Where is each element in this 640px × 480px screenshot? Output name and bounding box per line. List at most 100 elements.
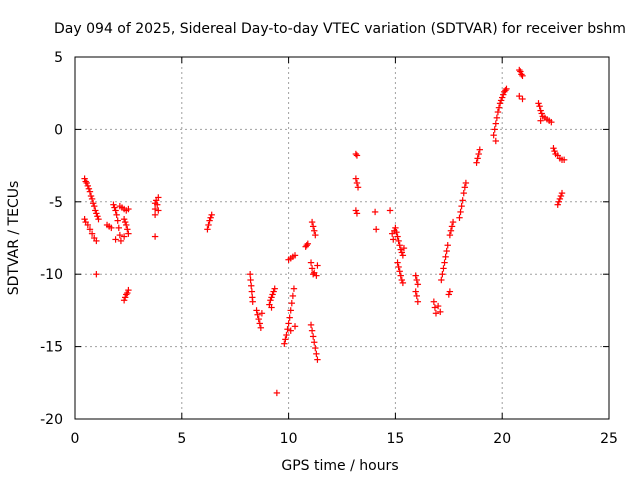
data-point xyxy=(207,214,214,221)
data-point xyxy=(112,207,119,214)
data-point xyxy=(446,288,454,295)
data-point xyxy=(398,249,406,256)
data-point xyxy=(372,226,380,233)
data-point xyxy=(84,182,92,190)
data-point xyxy=(492,137,499,145)
data-point xyxy=(499,94,506,101)
data-point xyxy=(92,207,99,214)
data-point xyxy=(518,71,525,78)
data-point xyxy=(352,207,360,214)
data-point xyxy=(414,281,422,288)
data-point xyxy=(120,233,128,240)
data-point xyxy=(291,252,299,259)
data-point xyxy=(490,131,497,139)
data-point xyxy=(246,271,254,278)
y-tick-label: 5 xyxy=(54,50,63,66)
data-point xyxy=(390,236,397,243)
data-point xyxy=(497,97,505,104)
data-point xyxy=(270,288,277,295)
plot-frame xyxy=(74,56,610,420)
data-point xyxy=(555,198,563,205)
data-point xyxy=(287,327,294,334)
data-point xyxy=(89,200,97,207)
data-point xyxy=(269,291,276,298)
y-axis-label: SDTVAR / TECUs xyxy=(6,181,22,296)
data-point xyxy=(303,242,310,249)
data-point xyxy=(448,223,456,230)
data-point xyxy=(548,118,555,126)
data-point xyxy=(557,192,565,200)
data-point xyxy=(443,247,450,255)
data-point xyxy=(287,307,294,314)
data-point xyxy=(268,294,275,301)
data-point xyxy=(208,211,215,219)
data-point xyxy=(446,231,454,239)
data-point xyxy=(254,311,261,318)
data-point xyxy=(560,156,568,164)
data-point xyxy=(314,262,321,269)
data-point xyxy=(125,205,132,213)
data-point xyxy=(81,175,88,182)
data-point xyxy=(397,272,404,279)
data-point xyxy=(519,95,526,103)
data-point xyxy=(86,188,94,195)
data-point xyxy=(459,197,466,204)
data-point xyxy=(396,268,403,275)
y-tick-label: -20 xyxy=(40,412,63,428)
data-point xyxy=(460,189,467,197)
data-point xyxy=(438,276,445,284)
data-point xyxy=(413,276,420,284)
data-point xyxy=(290,285,298,292)
data-point xyxy=(125,286,132,294)
data-point xyxy=(307,321,315,329)
data-point xyxy=(120,215,128,223)
data-point xyxy=(491,126,498,133)
data-point xyxy=(117,237,125,245)
data-point xyxy=(253,307,260,314)
y-tick-label: -5 xyxy=(49,195,63,211)
data-point xyxy=(304,240,312,247)
data-point xyxy=(88,195,96,203)
data-point xyxy=(551,147,558,155)
data-point xyxy=(87,192,95,200)
data-point xyxy=(447,227,455,234)
data-point xyxy=(449,218,457,226)
data-point xyxy=(474,155,481,162)
data-point xyxy=(394,259,401,266)
data-point xyxy=(284,326,291,333)
data-point xyxy=(309,333,317,340)
data-point xyxy=(151,211,159,219)
data-point xyxy=(249,298,256,305)
data-point xyxy=(395,237,402,245)
data-point xyxy=(273,389,281,397)
data-points xyxy=(81,66,568,397)
data-point xyxy=(112,236,119,243)
data-point xyxy=(205,221,212,229)
data-point xyxy=(155,194,162,201)
y-tick-label: 0 xyxy=(54,122,63,138)
chart-title: Day 094 of 2025, Sidereal Day-to-day VTE… xyxy=(54,21,626,37)
data-point xyxy=(395,263,402,271)
data-point xyxy=(430,298,438,305)
data-point xyxy=(396,242,403,249)
x-tick-label: 15 xyxy=(386,431,404,447)
data-point xyxy=(82,178,89,185)
data-point xyxy=(289,292,297,300)
data-point xyxy=(124,289,131,297)
data-point xyxy=(94,213,101,220)
data-point xyxy=(516,92,523,100)
data-point xyxy=(312,231,319,239)
data-point xyxy=(550,145,557,152)
data-point xyxy=(255,315,262,323)
data-point xyxy=(554,201,561,208)
data-point xyxy=(392,224,399,232)
x-tick-label: 20 xyxy=(493,431,511,447)
data-point xyxy=(440,265,447,272)
data-point xyxy=(95,215,102,223)
data-point xyxy=(121,294,129,301)
data-point xyxy=(308,265,316,272)
data-point xyxy=(473,159,480,166)
data-point xyxy=(537,117,544,124)
data-point xyxy=(516,66,523,74)
data-point xyxy=(283,331,290,339)
